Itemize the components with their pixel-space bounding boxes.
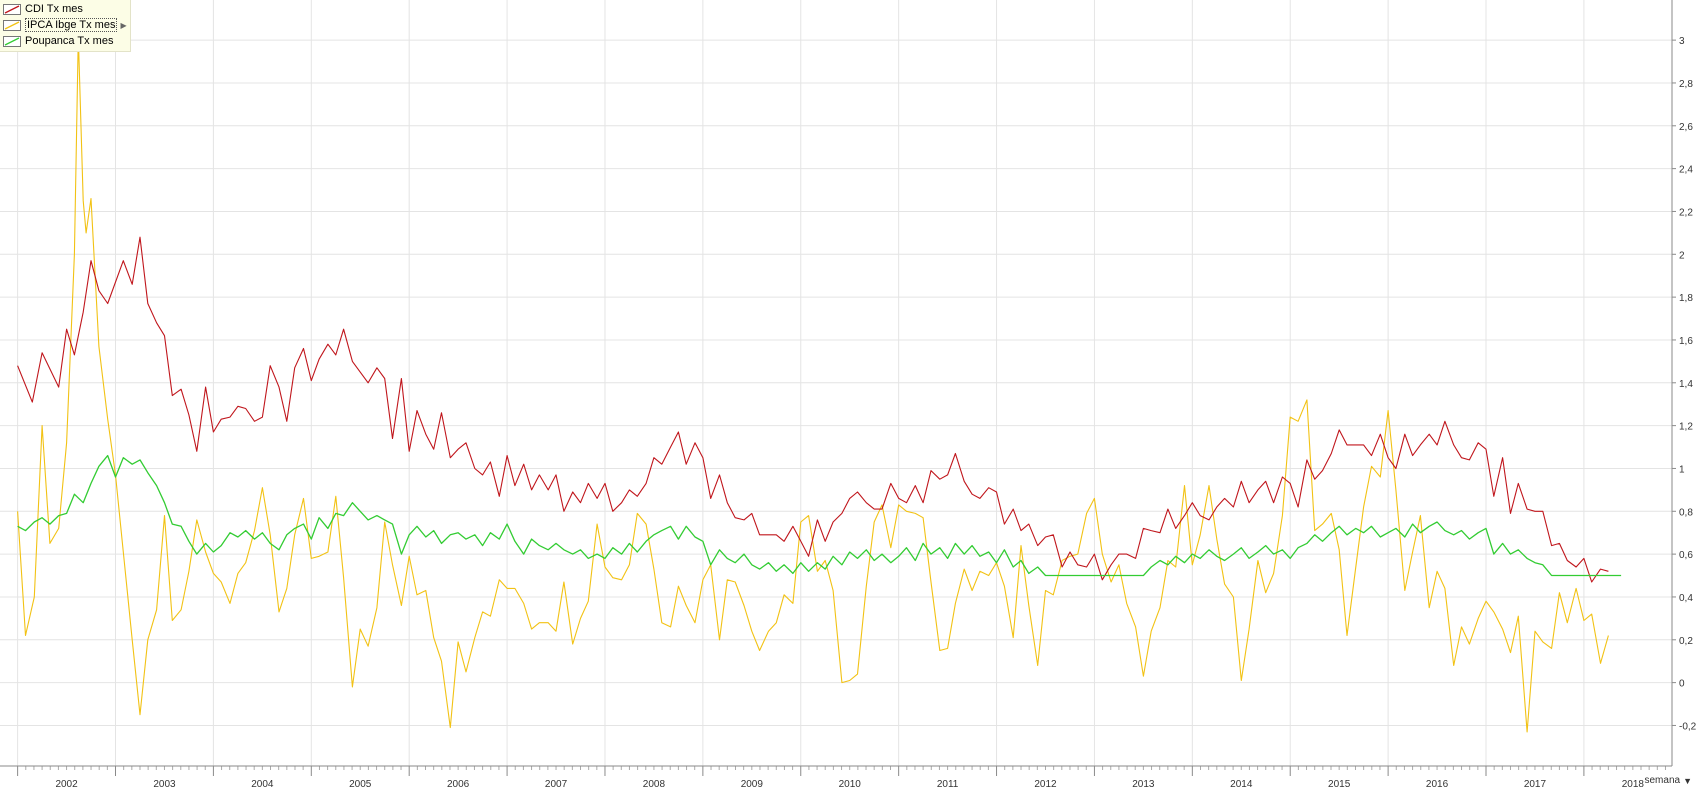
grid-lines	[0, 0, 1672, 766]
y-tick-label: 0,6	[1679, 550, 1693, 561]
x-tick-label: 2008	[643, 779, 666, 790]
y-tick-label: 2,8	[1679, 79, 1693, 90]
y-tick-label: 2,2	[1679, 207, 1693, 218]
x-tick-label: 2015	[1328, 779, 1351, 790]
line-swatch-icon	[3, 19, 21, 31]
y-tick-label: 0,2	[1679, 636, 1693, 647]
series-line	[17, 35, 1609, 733]
x-tick-label: 2005	[349, 779, 372, 790]
period-selector-label: semana	[1644, 775, 1681, 786]
y-tick-label: 0,4	[1679, 593, 1693, 604]
y-tick-label: -0,2	[1679, 721, 1697, 732]
y-tick-label: 1,4	[1679, 379, 1693, 390]
y-tick-label: 2,6	[1679, 122, 1693, 133]
x-tick-label: 2007	[545, 779, 568, 790]
y-tick-label: 1,8	[1679, 293, 1693, 304]
series-ipca-ibge-tx-mes	[17, 35, 1609, 733]
x-tick-label: 2006	[447, 779, 470, 790]
period-selector[interactable]: semana ▼	[1645, 775, 1693, 786]
line-swatch-icon	[3, 3, 21, 15]
x-tick-label: 2014	[1230, 779, 1253, 790]
y-tick-label: 1,6	[1679, 336, 1693, 347]
legend: CDI Tx mes IPCA Ibge Tx mes ▶ Poupanca T…	[0, 0, 131, 52]
legend-label: CDI Tx mes	[25, 3, 83, 15]
series-line	[17, 236, 1609, 583]
x-tick-label: 2016	[1426, 779, 1449, 790]
y-tick-label: 2,4	[1679, 165, 1693, 176]
line-swatch-icon	[3, 35, 21, 47]
x-tick-label: 2012	[1034, 779, 1057, 790]
x-tick-label: 2009	[741, 779, 764, 790]
x-tick-label: 2018	[1622, 779, 1645, 790]
legend-item-poupanca[interactable]: Poupanca Tx mes	[3, 33, 127, 49]
x-tick-label: 2002	[55, 779, 78, 790]
x-tick-label: 2003	[153, 779, 176, 790]
y-tick-label: 0,8	[1679, 507, 1693, 518]
x-tick-label: 2011	[937, 779, 959, 790]
series-poupanca-tx-mes	[17, 454, 1622, 577]
x-tick-label: 2013	[1132, 779, 1155, 790]
legend-label: Poupanca Tx mes	[25, 35, 114, 47]
series-cdi-tx-mes	[17, 236, 1609, 583]
x-tick-label: 2010	[839, 779, 862, 790]
legend-label: IPCA Ibge Tx mes	[25, 18, 118, 32]
y-tick-label: 3	[1679, 36, 1685, 47]
legend-item-ipca[interactable]: IPCA Ibge Tx mes ▶	[3, 17, 127, 33]
y-tick-label: 1,2	[1679, 422, 1693, 433]
chevron-down-icon: ▼	[1683, 775, 1692, 786]
series-lines	[17, 35, 1622, 733]
y-tick-label: 1	[1679, 464, 1685, 475]
x-tick-label: 2004	[251, 779, 274, 790]
y-tick-label: 0	[1679, 679, 1685, 690]
play-arrow-icon[interactable]: ▶	[120, 20, 127, 30]
legend-item-cdi[interactable]: CDI Tx mes	[3, 1, 127, 17]
x-tick-label: 2017	[1524, 779, 1547, 790]
y-tick-label: 2	[1679, 250, 1685, 261]
